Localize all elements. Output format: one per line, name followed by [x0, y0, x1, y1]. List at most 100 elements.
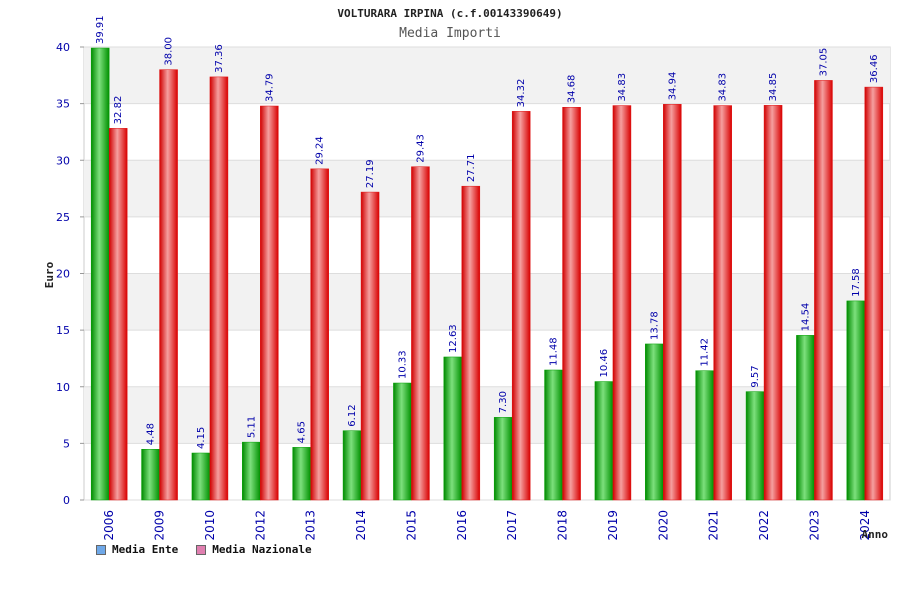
bar-media-ente	[242, 441, 261, 501]
data-label: 5.11	[246, 416, 257, 438]
data-label: 32.82	[113, 96, 124, 125]
x-tick-label: 2024	[858, 510, 872, 541]
x-tick-label: 2013	[304, 510, 318, 541]
bar-media-nazionale	[108, 128, 128, 501]
y-tick-label: 15	[56, 324, 70, 337]
bar-media-ente	[493, 417, 513, 501]
bar-media-ente	[645, 343, 664, 501]
y-tick-label: 30	[56, 154, 70, 167]
bar-media-nazionale	[814, 80, 833, 501]
data-label: 38.00	[164, 37, 175, 66]
x-tick-label: 2023	[807, 510, 821, 541]
legend-item-media-ente: Media Ente	[96, 543, 178, 556]
data-label: 6.12	[347, 404, 358, 426]
x-axis-ticks: 2006 2009 2010 2012 2013 2014 2015 2016 2017 2018…	[102, 510, 872, 541]
data-label: 34.85	[768, 73, 779, 102]
bar-media-nazionale	[612, 105, 632, 501]
y-tick-label: 25	[56, 211, 70, 224]
data-label: 9.57	[750, 365, 761, 387]
x-tick-label: 2020	[656, 510, 670, 541]
data-label: 34.83	[718, 73, 729, 102]
bar-media-nazionale	[461, 185, 481, 501]
bar-media-ente	[342, 430, 362, 501]
data-label: 11.42	[700, 338, 711, 367]
bar-media-ente	[90, 47, 110, 501]
data-label: 36.46	[869, 54, 880, 83]
bar-media-nazionale	[411, 166, 430, 501]
legend-item-media-nazionale: Media Nazionale	[196, 543, 312, 556]
x-tick-label: 2015	[404, 510, 418, 541]
data-label: 11.48	[549, 337, 560, 366]
data-label: 14.54	[800, 303, 811, 332]
data-label: 34.94	[667, 72, 678, 101]
y-tick-label: 10	[56, 381, 70, 394]
x-tick-label: 2022	[757, 510, 771, 541]
data-label: 29.24	[315, 136, 326, 165]
x-tick-label: 2018	[556, 510, 570, 541]
y-tick-label: 20	[56, 268, 70, 281]
legend-label-media-nazionale: Media Nazionale	[212, 543, 312, 556]
data-label: 39.91	[95, 15, 106, 44]
data-label: 13.78	[649, 311, 660, 340]
x-tick-label: 2014	[354, 510, 368, 541]
bar-media-nazionale	[713, 105, 732, 501]
legend-swatch-media-nazionale	[196, 544, 207, 555]
data-label: 12.63	[448, 324, 459, 353]
bar-media-nazionale	[360, 191, 380, 501]
data-label: 37.36	[214, 44, 225, 73]
chart-title: VOLTURARA IRPINA (c.f.00143390649)	[337, 7, 562, 20]
bars	[90, 47, 884, 501]
legend: Media Ente Media Nazionale	[96, 543, 312, 556]
bar-media-nazionale	[159, 69, 178, 501]
y-tick-label: 0	[63, 494, 70, 507]
y-tick-label: 40	[56, 41, 70, 54]
data-label: 34.79	[264, 73, 275, 102]
x-tick-label: 2016	[455, 510, 469, 541]
bar-media-nazionale	[511, 111, 531, 501]
x-tick-label: 2012	[253, 510, 267, 541]
bar-media-ente	[695, 370, 714, 501]
bar-media-nazionale	[260, 105, 279, 501]
data-label: 10.33	[397, 350, 408, 379]
y-axis-title: Euro	[43, 261, 56, 288]
y-tick-label: 5	[63, 437, 70, 450]
legend-swatch-media-ente	[96, 544, 106, 555]
x-tick-label: 2009	[153, 510, 167, 541]
bar-media-nazionale	[763, 105, 783, 501]
x-tick-label: 2017	[505, 510, 519, 541]
bar-media-ente	[141, 449, 160, 501]
bar-media-nazionale	[209, 76, 229, 501]
data-label: 27.71	[466, 154, 477, 183]
data-label: 10.46	[599, 349, 610, 378]
bar-media-nazionale	[663, 104, 682, 501]
bar-media-ente	[443, 356, 463, 501]
bar-media-nazionale	[864, 86, 884, 501]
bar-media-ente	[796, 335, 815, 501]
data-label: 4.15	[196, 427, 207, 449]
data-label: 34.32	[516, 79, 527, 108]
x-axis-title: Anno	[862, 528, 889, 541]
data-label: 29.43	[415, 134, 426, 163]
legend-label-media-ente: Media Ente	[112, 543, 179, 556]
data-label: 4.48	[146, 423, 157, 445]
data-label: 27.19	[365, 159, 376, 188]
y-axis-ticks: 0 5 10 15 20 25 30 35 40	[56, 41, 84, 507]
bar-media-ente	[846, 300, 866, 501]
data-labels: 39.91 32.82 4.48 38.00 4.15 37.36 5.11 34.79 4.6…	[95, 15, 880, 449]
data-label: 34.83	[617, 73, 628, 102]
bar-media-ente	[292, 447, 311, 501]
chart-subtitle: Media Importi	[399, 26, 501, 41]
data-label: 17.58	[851, 268, 862, 297]
y-tick-label: 35	[56, 98, 70, 111]
data-label: 4.65	[297, 421, 308, 443]
bar-media-ente	[544, 369, 563, 501]
data-label: 37.05	[818, 48, 829, 77]
data-label: 34.68	[567, 75, 578, 104]
x-tick-label: 2010	[203, 510, 217, 541]
bar-media-ente	[594, 381, 614, 501]
bar-media-ente	[191, 452, 211, 501]
data-label: 7.30	[498, 391, 509, 413]
bar-media-nazionale	[310, 168, 329, 501]
x-tick-label: 2019	[606, 510, 620, 541]
